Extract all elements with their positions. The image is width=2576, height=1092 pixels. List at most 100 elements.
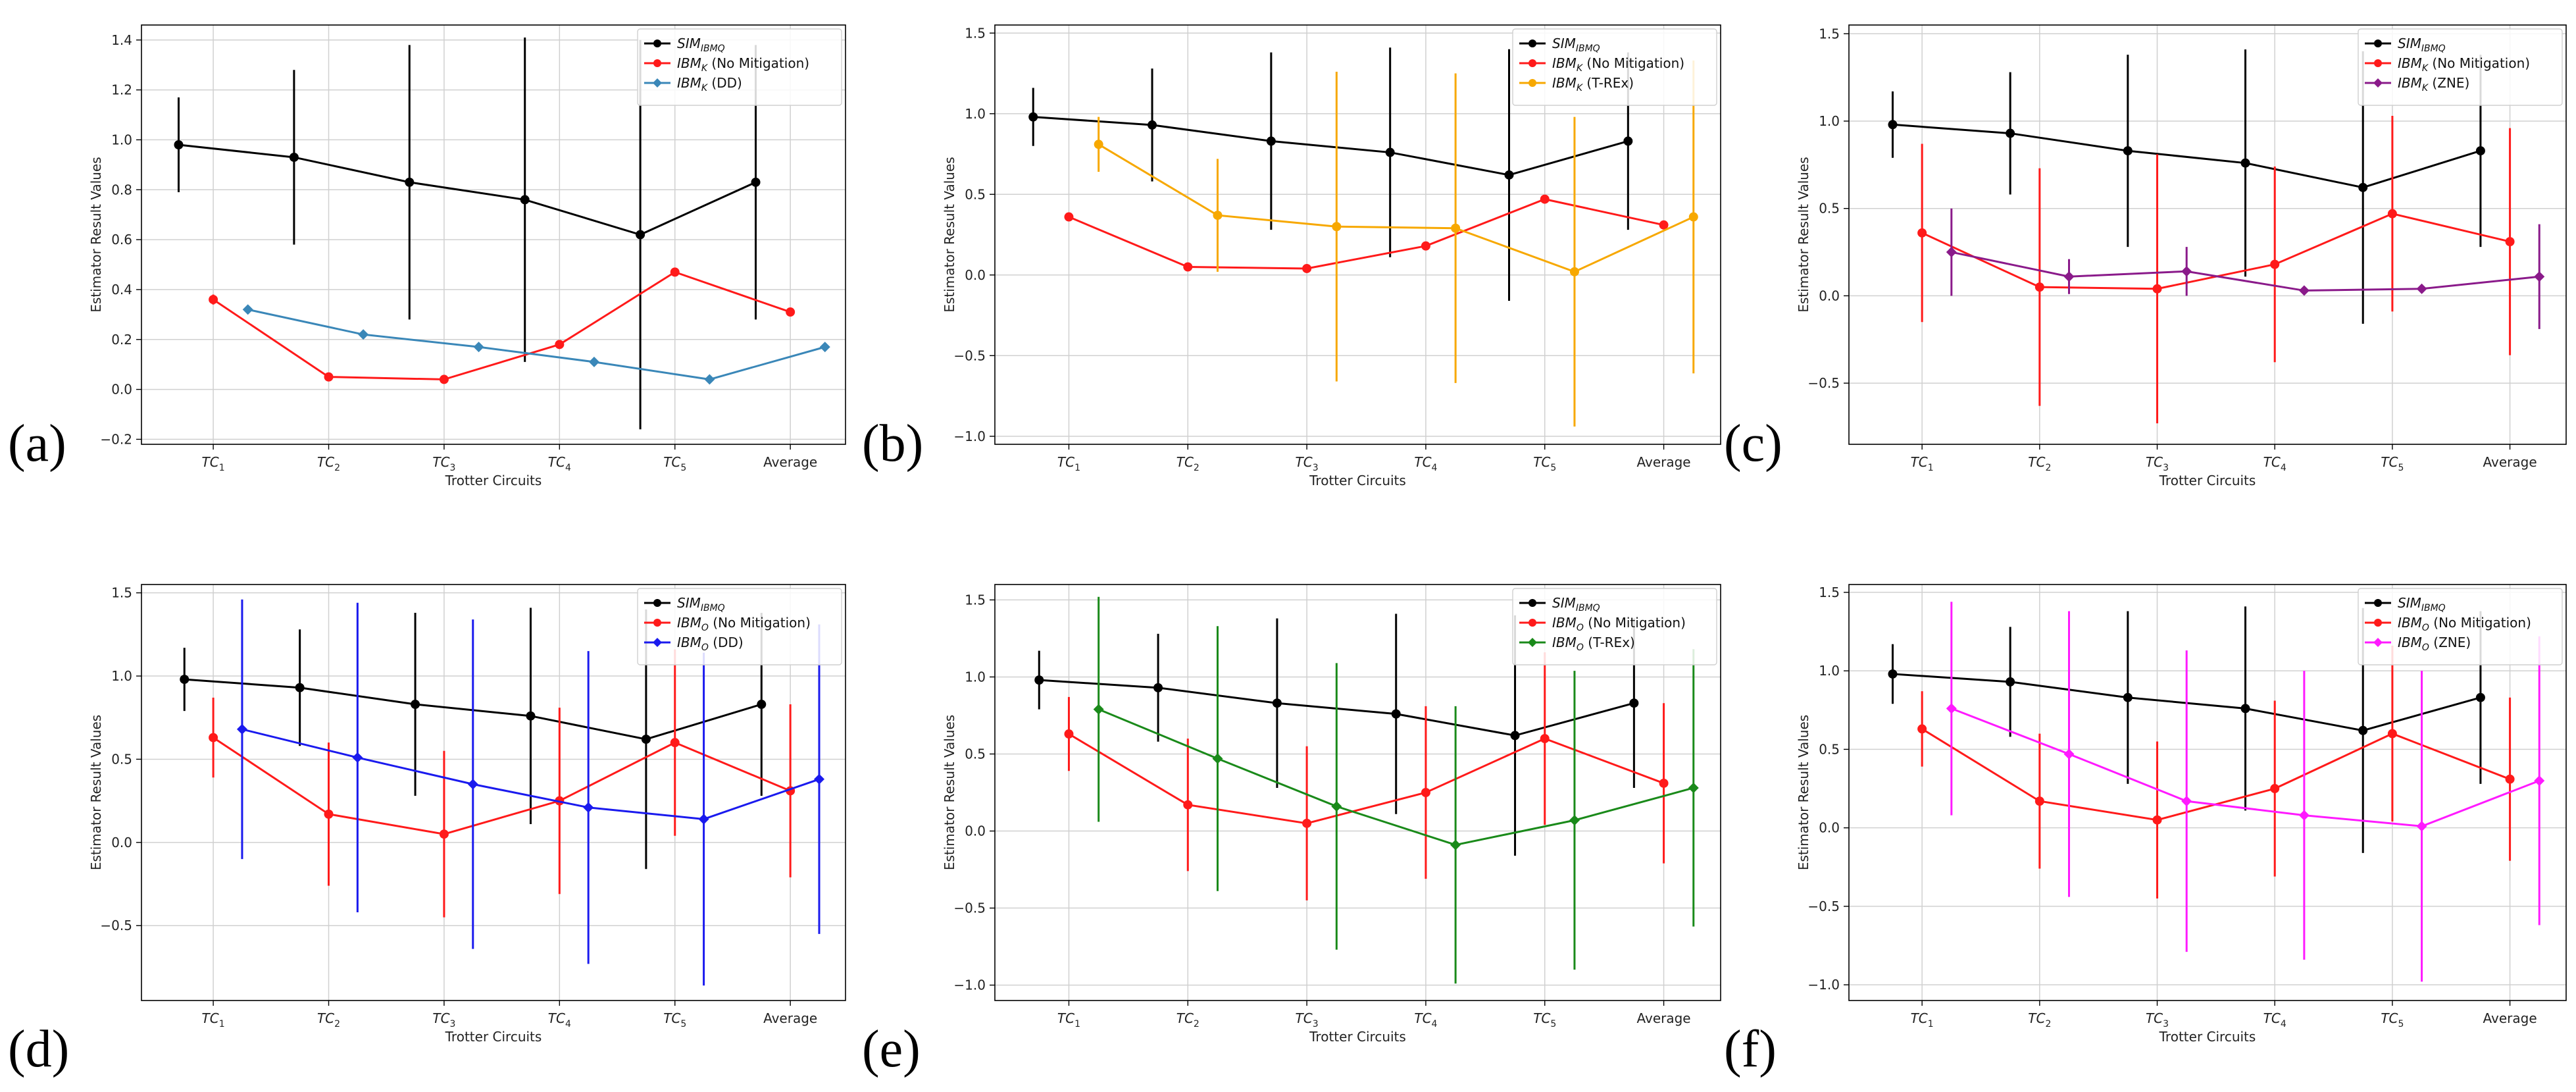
x-tick-label: TC5 [663,454,686,473]
x-tick-label-main: TC [1176,1010,1194,1026]
data-point [670,267,680,277]
data-point [1659,220,1669,230]
legend-label-main: IBM [1552,635,1577,650]
series-line [1951,708,2540,827]
data-point [2034,796,2044,806]
data-point [209,733,218,742]
legend-label: IBMK (No Mitigation) [1552,55,1684,74]
legend-label: SIMIBMQ [1552,595,1600,613]
x-tick-label-main: TC [1414,454,1431,470]
data-point [295,683,305,692]
legend-label: SIMIBMQ [677,595,725,613]
legend-label: IBMK (DD) [677,75,742,93]
y-tick-label: 0.5 [965,186,986,202]
x-axis-label: Trotter Circuits [1309,473,1406,488]
legend-label-sub: O [701,642,709,653]
y-tick-label: 0.5 [1819,741,1840,757]
legend-label-main: IBM [2398,55,2422,71]
x-tick-label: TC4 [1414,1010,1437,1029]
data-point [526,711,536,721]
x-tick-label-main: TC [2146,1010,2163,1026]
data-point [641,735,651,744]
x-tick-label-sub: 4 [1432,1019,1438,1029]
data-point [1629,698,1639,708]
data-point [2123,692,2133,702]
legend-label-sub: IBMQ [701,603,725,613]
x-tick-label-main: TC [1414,1010,1431,1026]
plot-frame [141,584,846,1001]
legend-marker [653,599,661,607]
x-tick-label-main: TC [1911,454,1928,470]
legend-label-suffix: (No Mitigation) [1582,55,1684,71]
plot-frame [994,584,1721,1001]
legend-label-sub: O [1577,623,1584,633]
legend-label-main: SIM [677,595,701,611]
data-point [1688,212,1698,222]
y-tick-label: 0.0 [111,382,132,398]
legend-box [637,28,842,106]
x-tick-label-sub: 3 [2163,1019,2169,1029]
x-tick-label-main: TC [1533,454,1550,470]
legend-label: SIMIBMQ [677,36,725,54]
data-point [2063,748,2075,760]
legend-label-main: IBM [677,615,701,631]
legend-label-suffix: (No Mitigation) [1584,615,1686,631]
data-point [2240,158,2250,168]
y-tick-label: 1.0 [111,132,132,147]
x-tick-label-main: TC [1176,454,1194,470]
x-tick-label-sub: 5 [2398,1019,2404,1029]
series-line [213,271,791,380]
data-point [2505,774,2515,784]
x-tick-label-sub: 5 [1550,1019,1556,1029]
data-point [1331,801,1342,812]
legend-label-sub: IBMQ [1576,43,1600,54]
legend-marker [1528,59,1536,67]
y-axis-label: Estimator Result Values [1796,157,1811,312]
x-tick-label-main: TC [1296,454,1313,470]
legend-marker [653,59,661,67]
legend-label: IBMK (T-REx) [1552,75,1634,93]
data-point [1183,262,1193,272]
x-tick-label: Average [763,454,817,470]
series-line [1033,116,1629,176]
y-axis-label: Estimator Result Values [88,715,104,870]
y-tick-label: 1.5 [965,592,986,608]
y-axis-label: Estimator Result Values [942,715,957,870]
x-tick-label-sub: 1 [1074,1019,1080,1029]
legend-label-sub: IBMQ [2421,43,2446,54]
x-tick-label-main: TC [432,454,449,470]
legend-label-suffix: (T-REx) [1584,635,1635,650]
data-point [439,375,449,384]
y-tick-label: 0.0 [1819,820,1840,836]
x-tick-label-main: TC [317,454,334,470]
data-point [698,814,709,825]
data-point [704,374,715,385]
data-point [1213,211,1223,221]
x-axis-label: Trotter Circuits [445,473,542,488]
data-point [1888,669,1898,679]
legend-label-sub: K [1577,83,1584,93]
panel-letter: (a) [8,415,66,473]
y-tick-label: 1.0 [965,669,986,685]
data-point [242,304,253,315]
legend-label-suffix: (No Mitigation) [707,55,809,71]
x-tick-label: TC3 [432,454,455,473]
x-tick-label-sub: 5 [680,463,686,473]
legend-box [1512,28,1717,106]
y-tick-label: 1.0 [111,668,132,684]
x-tick-label-sub: 4 [565,463,571,473]
series-line [1068,733,1665,825]
legend-label-sub: O [1577,642,1584,653]
x-tick-label-main: TC [1911,1010,1928,1026]
data-point [2034,282,2044,292]
data-point [2534,271,2545,282]
data-point [2298,810,2310,821]
legend-label: IBMO (T-REx) [1552,635,1635,653]
x-axis-label: Trotter Circuits [2159,473,2256,488]
x-tick-label: TC1 [1911,1010,1934,1029]
data-point [324,809,334,819]
x-tick-label-sub: 4 [565,1019,571,1029]
